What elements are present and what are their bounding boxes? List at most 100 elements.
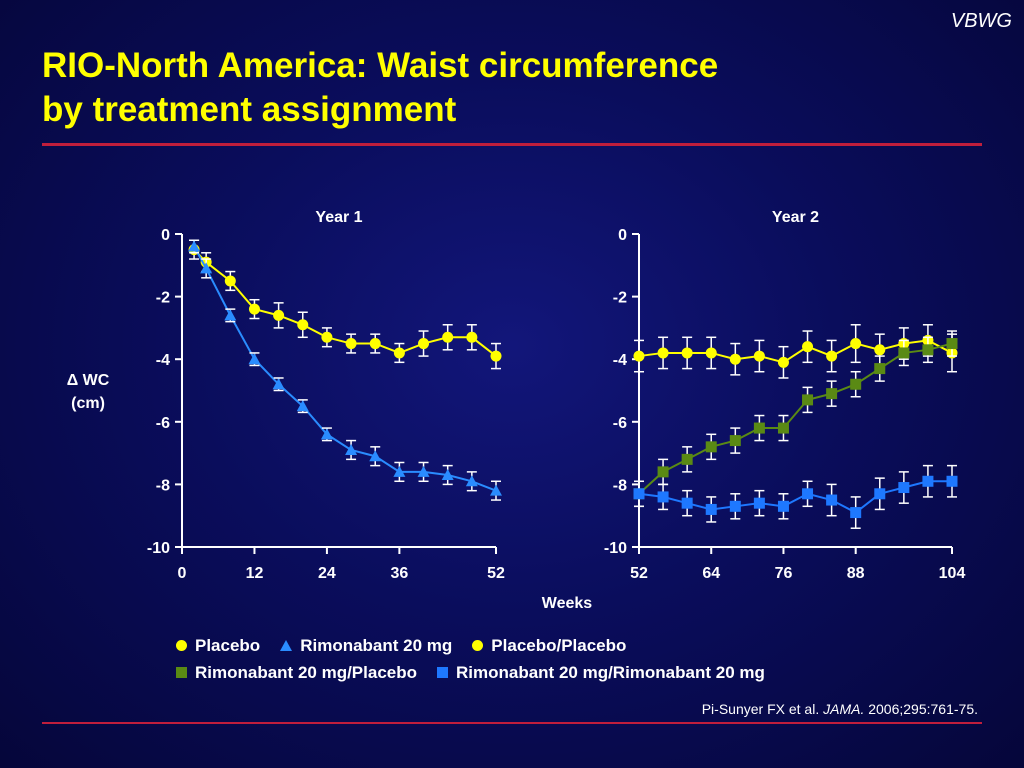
legend-label: Rimonabant 20 mg/Rimonabant 20 mg (456, 662, 765, 682)
triangle-marker-icon (280, 640, 293, 651)
data-point-triangle (200, 262, 213, 274)
legend-item-placebo-placebo: Placebo/Placebo (472, 636, 626, 656)
data-point-circle (490, 350, 502, 362)
data-point-circle (826, 350, 838, 362)
data-point-triangle (188, 240, 201, 252)
y-tick-label: -2 (613, 290, 627, 307)
y-tick-label: -8 (613, 477, 627, 494)
data-point-triangle (296, 400, 309, 412)
data-point-square (633, 488, 645, 500)
circle-marker-icon (176, 640, 187, 651)
x-tick-label: 36 (390, 565, 408, 582)
data-point-square (705, 503, 717, 515)
citation-details: 2006;295:761-75. (864, 701, 978, 717)
x-tick-label: 52 (487, 565, 505, 582)
y-tick-label: 0 (618, 227, 627, 244)
data-point-circle (442, 331, 454, 343)
data-point-circle (248, 303, 260, 315)
citation-authors: Pi-Sunyer FX et al. (701, 701, 824, 717)
data-point-circle (321, 331, 333, 343)
legend-row-2: Rimonabant 20 mg/Placebo Rimonabant 20 m… (176, 659, 785, 686)
data-point-circle (802, 341, 814, 353)
data-point-circle (874, 344, 886, 356)
data-point-triangle (248, 353, 261, 365)
y-tick-label: -8 (156, 477, 170, 494)
data-point-square (826, 494, 838, 506)
citation-journal: JAMA. (823, 701, 865, 717)
data-point-square (898, 482, 910, 494)
data-point-square (874, 363, 886, 375)
data-point-square (946, 338, 958, 350)
footer-divider (42, 722, 982, 724)
data-point-triangle (369, 450, 382, 462)
data-point-square (777, 422, 789, 434)
data-point-circle (418, 338, 430, 350)
data-point-square (681, 453, 693, 465)
x-tick-label: 52 (630, 565, 648, 582)
data-point-circle (273, 309, 285, 321)
data-point-circle (705, 347, 717, 359)
data-point-circle (681, 347, 693, 359)
y-tick-label: -4 (613, 352, 627, 369)
data-point-triangle (345, 443, 358, 455)
brand-logo: VBWG (950, 10, 1012, 32)
data-point-square (657, 466, 669, 478)
title-divider (42, 143, 982, 146)
data-point-square (753, 497, 765, 509)
data-point-circle (850, 338, 862, 350)
legend-label: Rimonabant 20 mg/Placebo (195, 662, 417, 682)
data-point-triangle (272, 378, 285, 390)
data-point-square (705, 441, 717, 453)
data-point-square (729, 435, 741, 447)
y-tick-label: -10 (604, 540, 627, 557)
chart-area: Year 1 0 -2 -4 -6 -8 -10 0 12 24 36 52 Year 2 0 -2 -4 -6… (67, 209, 958, 612)
square-marker-icon (437, 667, 448, 678)
data-point-square (874, 488, 886, 500)
data-point-circle (224, 275, 236, 287)
panel-title: Year 1 (315, 209, 362, 226)
series-line (193, 246, 497, 492)
title-line-1: RIO-North America: Waist circumference (42, 46, 719, 85)
data-point-triangle (465, 475, 478, 487)
y-tick-label: -10 (147, 540, 170, 557)
x-axis-label: Weeks (542, 595, 593, 612)
data-point-square (681, 497, 693, 509)
data-point-square (729, 500, 741, 512)
title-line-2: by treatment assignment (42, 90, 457, 129)
legend-item-rimonabant-placebo: Rimonabant 20 mg/Placebo (176, 663, 417, 683)
square-marker-icon (176, 667, 187, 678)
slide-title: RIO-North America: Waist circumference b… (42, 44, 942, 132)
y-axis-label-line-2: (cm) (71, 395, 105, 412)
data-point-square (657, 491, 669, 503)
x-tick-label: 64 (702, 565, 720, 582)
x-tick-label: 0 (178, 565, 187, 582)
data-point-square (922, 344, 934, 356)
data-point-circle (345, 338, 357, 350)
y-axis-label-line-1: Δ WC (67, 372, 110, 389)
legend: Placebo Rimonabant 20 mg Placebo/Placebo… (176, 632, 785, 686)
data-point-square (946, 475, 958, 487)
data-point-square (802, 394, 814, 406)
data-point-triangle (441, 469, 454, 481)
x-tick-label: 88 (847, 565, 865, 582)
x-tick-label: 12 (246, 565, 264, 582)
data-point-triangle (417, 465, 430, 477)
data-point-circle (393, 347, 405, 359)
y-tick-label: -6 (613, 415, 627, 432)
citation: Pi-Sunyer FX et al. JAMA. 2006;295:761-7… (702, 701, 978, 717)
data-point-square (826, 388, 838, 400)
data-point-circle (657, 347, 669, 359)
data-point-triangle (224, 309, 237, 321)
data-point-triangle (320, 428, 333, 440)
data-point-triangle (393, 465, 406, 477)
data-point-circle (297, 319, 309, 331)
legend-item-placebo: Placebo (176, 636, 260, 656)
data-point-triangle (490, 484, 502, 496)
y-tick-label: -6 (156, 415, 170, 432)
data-point-square (850, 378, 862, 390)
data-point-square (922, 475, 934, 487)
data-point-circle (466, 331, 478, 343)
x-tick-label: 24 (318, 565, 336, 582)
data-point-circle (369, 338, 381, 350)
circle-marker-icon (472, 640, 484, 651)
